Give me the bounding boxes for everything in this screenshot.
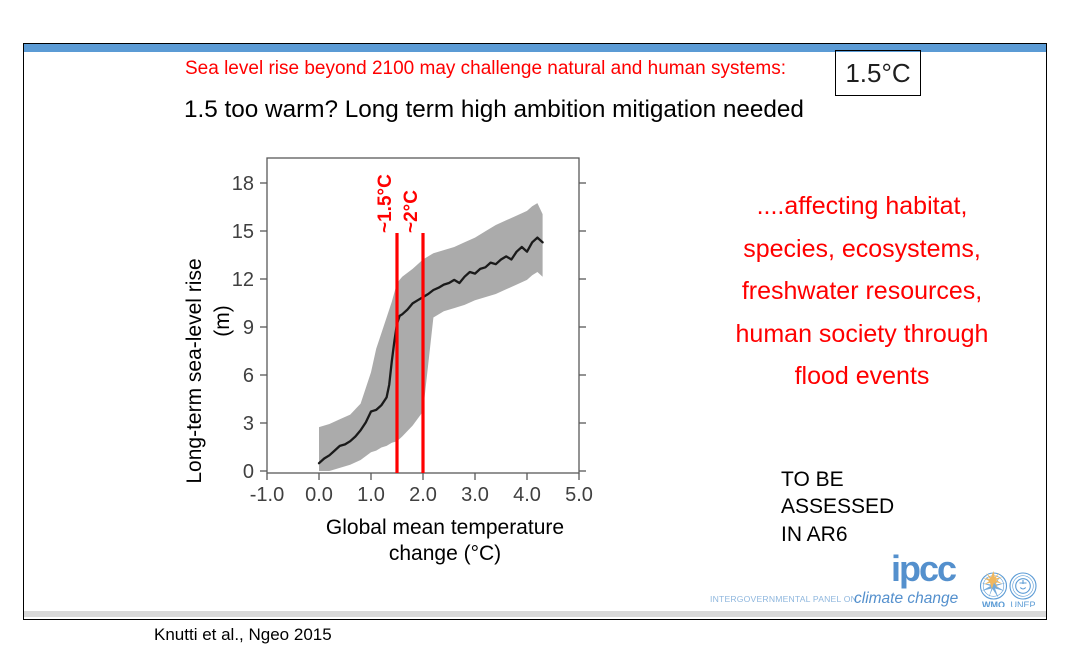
- svg-text:5.0: 5.0: [565, 484, 593, 506]
- svg-text:~1.5°C: ~1.5°C: [375, 174, 396, 233]
- svg-text:3.0: 3.0: [461, 484, 489, 506]
- svg-text:change (°C): change (°C): [389, 542, 501, 565]
- svg-text:12: 12: [232, 269, 254, 291]
- svg-text:2.0: 2.0: [409, 484, 437, 506]
- svg-text:0.0: 0.0: [305, 484, 333, 506]
- svg-text:(m): (m): [211, 305, 234, 336]
- svg-text:-1.0: -1.0: [250, 484, 284, 506]
- svg-text:15: 15: [232, 221, 254, 243]
- svg-text:4.0: 4.0: [513, 484, 541, 506]
- svg-text:9: 9: [243, 317, 254, 339]
- svg-text:~2°C: ~2°C: [401, 190, 422, 233]
- svg-text:0: 0: [243, 461, 254, 483]
- svg-text:6: 6: [243, 365, 254, 387]
- svg-text:Global mean temperature: Global mean temperature: [326, 516, 564, 539]
- svg-text:18: 18: [232, 173, 254, 195]
- svg-text:Long-term sea-level rise: Long-term sea-level rise: [183, 258, 206, 483]
- svg-text:1.0: 1.0: [357, 484, 385, 506]
- svg-text:3: 3: [243, 413, 254, 435]
